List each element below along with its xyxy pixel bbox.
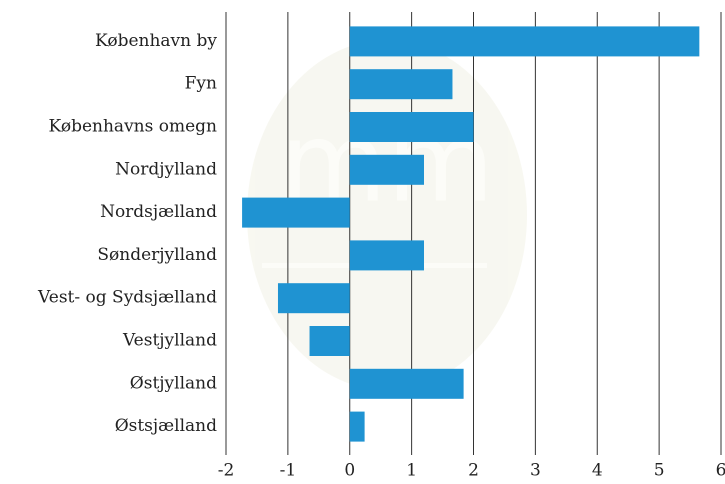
bar xyxy=(349,112,474,142)
x-tick-label: -2 xyxy=(218,461,235,481)
bar xyxy=(349,154,424,185)
bar xyxy=(349,411,365,442)
y-tick-label: Østsjælland xyxy=(115,416,217,436)
x-tick-label: -1 xyxy=(280,461,297,481)
y-tick-label: Østjylland xyxy=(130,373,217,393)
x-tick-label: 3 xyxy=(530,461,541,481)
x-tick-label: 6 xyxy=(716,461,725,481)
y-tick-label: Vest- og Sydsjælland xyxy=(37,288,217,308)
x-tick-label: 4 xyxy=(592,461,603,481)
y-tick-label: Fyn xyxy=(185,74,217,94)
y-tick-label: Sønderjylland xyxy=(97,245,217,265)
bar xyxy=(349,26,700,57)
y-tick-label: Nordsjælland xyxy=(100,202,217,222)
x-tick-label: 0 xyxy=(344,461,355,481)
bar xyxy=(277,283,350,314)
bar xyxy=(349,240,424,271)
bar xyxy=(349,368,464,399)
bar xyxy=(349,69,453,100)
x-tick-label: 5 xyxy=(654,461,665,481)
bar xyxy=(242,197,350,228)
bar xyxy=(309,326,350,356)
y-tick-label: København by xyxy=(95,31,217,51)
x-tick-label: 1 xyxy=(406,461,417,481)
x-tick-label: 2 xyxy=(468,461,479,481)
y-tick-label: Københavns omegn xyxy=(48,117,217,137)
y-tick-label: Nordjylland xyxy=(115,159,217,179)
y-tick-label: Vestjylland xyxy=(122,331,217,351)
